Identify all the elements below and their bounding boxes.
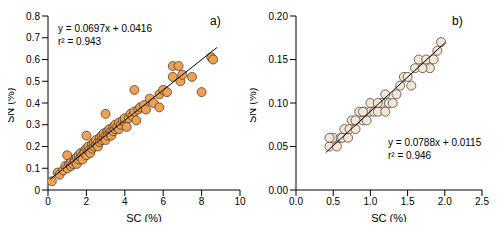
svg-text:0.20: 0.20 [269, 11, 289, 22]
svg-text:2.0: 2.0 [438, 196, 452, 207]
svg-text:SN (%): SN (%) [250, 88, 258, 123]
svg-text:0.0: 0.0 [289, 196, 303, 207]
svg-text:6: 6 [160, 196, 166, 207]
svg-text:0: 0 [45, 196, 51, 207]
svg-text:10: 10 [234, 196, 246, 207]
svg-text:0.15: 0.15 [269, 54, 289, 65]
svg-text:2.5: 2.5 [475, 196, 489, 207]
svg-text:2: 2 [84, 196, 90, 207]
html-text:a): a) [210, 14, 221, 28]
svg-text:0.2: 0.2 [26, 141, 40, 152]
svg-text:0.1: 0.1 [26, 163, 40, 174]
html-text:y = 0.0788x + 0.0115: y = 0.0788x + 0.0115 [388, 137, 482, 148]
svg-text:0.10: 0.10 [269, 98, 289, 109]
html-text:b): b) [452, 14, 463, 28]
svg-text:4: 4 [122, 196, 128, 207]
svg-text:0.5: 0.5 [326, 196, 340, 207]
svg-text:0: 0 [34, 185, 40, 196]
html-text:r² = 0.946: r² = 0.946 [388, 150, 432, 161]
html-text:y = 0.0697x + 0.0416: y = 0.0697x + 0.0416 [58, 23, 152, 34]
svg-text:0.5: 0.5 [26, 76, 40, 87]
svg-text:SC (%): SC (%) [126, 212, 161, 222]
svg-text:SN (%): SN (%) [8, 88, 16, 123]
svg-text:0.6: 0.6 [26, 54, 40, 65]
html-text:r² = 0.943: r² = 0.943 [58, 36, 102, 47]
svg-text:0.7: 0.7 [26, 32, 40, 43]
svg-text:SC (%): SC (%) [371, 212, 406, 222]
svg-text:0.4: 0.4 [26, 98, 40, 109]
svg-text:8: 8 [199, 196, 205, 207]
svg-text:0.3: 0.3 [26, 119, 40, 130]
svg-text:1.5: 1.5 [401, 196, 415, 207]
svg-text:0.00: 0.00 [269, 185, 289, 196]
svg-text:0.8: 0.8 [26, 11, 40, 22]
svg-text:1.0: 1.0 [363, 196, 377, 207]
svg-text:0.05: 0.05 [269, 141, 289, 152]
